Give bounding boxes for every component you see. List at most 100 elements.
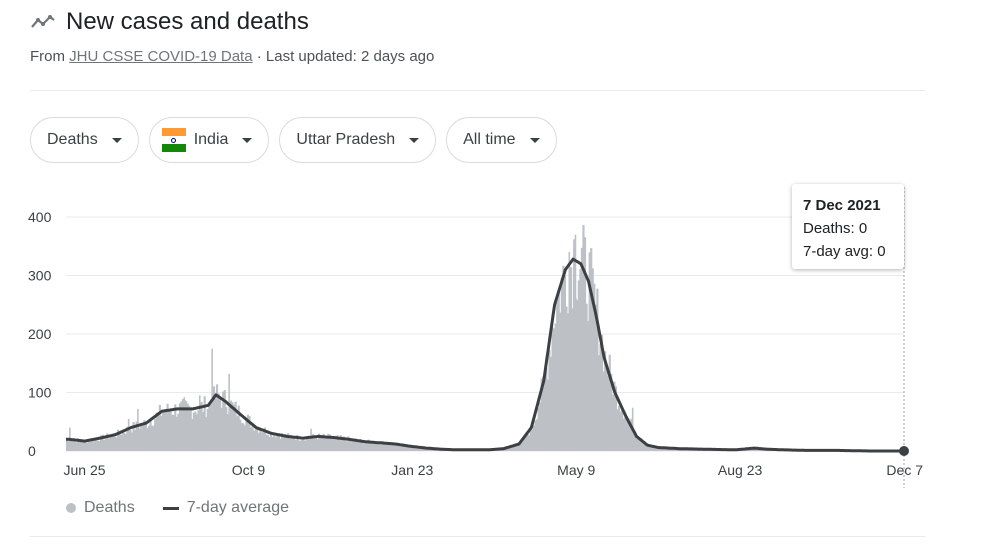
daily-death-bar [141,425,144,451]
daily-death-bar [410,447,413,451]
daily-death-bar [570,267,573,451]
daily-death-bar [531,429,534,451]
daily-death-bar [288,434,291,451]
daily-death-bar [537,407,540,451]
x-tick-label: Oct 9 [232,462,266,478]
daily-death-bar [78,439,81,451]
daily-death-bar [571,308,574,451]
daily-death-bar [169,411,172,451]
source-link[interactable]: JHU CSSE COVID-19 Data [69,48,253,65]
y-tick-label: 200 [28,326,52,342]
daily-death-bar [573,239,575,451]
daily-death-bar [655,446,658,451]
daily-death-bar [553,328,556,451]
daily-death-bar [579,269,582,451]
daily-death-bar [118,433,121,451]
daily-death-bar [529,425,532,451]
daily-death-bar [70,440,73,451]
daily-death-bar [294,440,297,451]
daily-death-bar [752,448,755,451]
time-range-dropdown[interactable]: All time [446,117,557,163]
daily-death-bar [597,355,601,451]
daily-death-bar [536,419,539,451]
daily-death-bar [146,428,149,451]
daily-death-bar [364,442,367,451]
metric-dropdown[interactable]: Deaths [30,117,139,163]
daily-death-bar [198,395,201,451]
daily-death-bar [556,298,559,451]
daily-death-bar [188,405,191,451]
daily-death-bar [582,224,585,451]
x-tick-label: Jan 23 [391,462,433,478]
average-line-path [66,257,904,453]
daily-death-bar [299,440,302,451]
daily-death-bar [215,384,219,451]
daily-death-bar [311,434,314,451]
daily-death-bar [290,435,293,451]
page-title: New cases and deaths [66,8,309,35]
source-line: From JHU CSSE COVID-19 Data · Last updat… [30,48,434,65]
daily-death-bar [324,435,327,451]
source-prefix: From [30,48,70,65]
daily-death-bar [197,410,200,451]
daily-death-bar [532,425,536,451]
daily-death-bar [358,440,361,451]
daily-death-bar [520,440,523,451]
daily-death-bar [393,444,396,451]
tooltip-deaths: Deaths: 0 [803,220,868,237]
daily-death-bar [260,432,263,451]
y-tick-label: 400 [28,209,52,225]
daily-death-bar [514,446,517,451]
daily-death-bar [378,443,381,451]
daily-death-bar [376,442,379,451]
daily-death-bar [209,404,212,451]
daily-death-bar [135,421,138,451]
daily-death-bar [149,421,152,451]
daily-death-bar [163,411,166,451]
daily-death-bar [508,447,511,451]
daily-death-bar [551,327,554,451]
daily-death-bar [205,417,208,451]
deaths-bars [66,224,871,451]
daily-death-bar [347,436,350,451]
daily-death-bar [93,438,96,451]
daily-death-bar [420,448,423,451]
daily-death-bar [276,434,279,451]
daily-death-bar [515,446,519,451]
daily-death-bar [599,344,602,451]
daily-death-bar [610,373,613,451]
daily-death-bar [591,268,594,451]
daily-death-bar [396,443,400,451]
daily-death-bar [195,414,199,451]
daily-death-bar [389,442,392,451]
daily-death-bar [212,386,216,451]
daily-death-bar [234,401,237,451]
daily-death-bar [112,433,115,451]
daily-death-bar [341,437,344,451]
daily-death-bar [304,441,307,451]
country-dropdown[interactable]: India [148,117,270,163]
filter-bar: Deaths India Uttar Pradesh All time [30,117,557,163]
daily-death-bar [104,437,107,451]
bars-legend-swatch [66,503,76,513]
region-dropdown[interactable]: Uttar Pradesh [279,117,437,163]
daily-death-bar [178,403,182,451]
daily-death-bar [186,403,189,451]
last-updated: · Last updated: 2 days ago [252,48,435,65]
country-label: India [193,131,229,148]
daily-death-bar [525,433,528,451]
daily-death-bar [310,428,312,451]
daily-death-bar [140,423,143,451]
bars-legend-label: Deaths [84,499,135,516]
daily-death-bar [506,447,509,451]
daily-death-bar [121,431,124,451]
daily-death-bar [161,412,165,451]
daily-death-bar [237,405,240,451]
daily-death-bar [271,437,274,451]
daily-death-bar [232,404,236,451]
daily-death-bar [90,438,93,451]
daily-death-bar [181,399,185,451]
daily-death-bar [240,423,243,451]
daily-death-bar [545,368,548,451]
